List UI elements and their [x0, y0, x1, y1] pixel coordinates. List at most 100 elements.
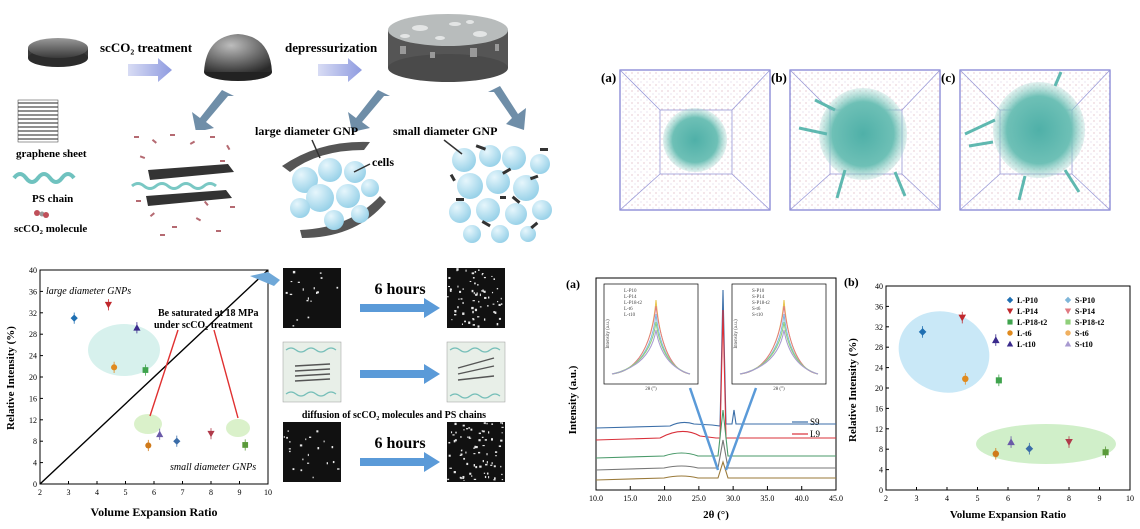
speck — [473, 464, 476, 467]
speck — [501, 479, 504, 481]
x-tick-label: 3 — [915, 494, 919, 503]
speck — [462, 288, 464, 290]
speck — [490, 464, 493, 466]
md-label-b: (b) — [771, 70, 787, 85]
inset1-legend-2: L-P18-t2 — [624, 301, 643, 306]
speck — [453, 440, 456, 443]
speck — [457, 285, 459, 288]
speck — [501, 432, 503, 434]
y-tick-label: 24 — [875, 364, 883, 373]
xrd-ylabel: Intensity (a.u.) — [567, 365, 579, 434]
speck — [454, 314, 457, 316]
speck — [473, 478, 477, 480]
speck — [458, 298, 460, 300]
y-tick-label: 36 — [29, 287, 37, 296]
pointer-arrow-icon — [250, 272, 280, 286]
md-snapshots-svg: (a) (b) (c) — [601, 69, 1111, 211]
legend-marker-9 — [1064, 340, 1072, 347]
y-tick-label: 24 — [29, 352, 37, 361]
speck — [492, 303, 495, 305]
y-tick-label: 20 — [875, 384, 883, 393]
inset2-ylabel: Intensity (a.u.) — [734, 319, 739, 349]
data-point-2 — [962, 375, 969, 383]
speck — [316, 430, 319, 433]
y-tick-label: 16 — [875, 404, 883, 413]
speck — [459, 476, 462, 479]
annotation-line2: under scCO₂ treatment — [154, 320, 253, 331]
speck — [471, 306, 474, 310]
speck — [470, 428, 473, 431]
micrographs — [282, 268, 506, 482]
legend-marker-4 — [1007, 319, 1013, 325]
data-point-1 — [104, 301, 112, 309]
xrd-panel: (a) Intensity (a.u.) 2θ (°) 10.0 15.0 20.0… — [560, 270, 845, 524]
speck — [496, 287, 499, 290]
speck — [475, 445, 478, 449]
speck — [495, 455, 497, 457]
speck — [462, 424, 465, 427]
speck — [468, 321, 471, 324]
legend-co2-label: scCO₂ molecule — [14, 223, 87, 235]
speck — [454, 422, 457, 426]
y-tick-label: 12 — [875, 425, 883, 434]
speck — [292, 468, 295, 471]
y-tick-label: 32 — [29, 309, 37, 318]
speck — [463, 429, 465, 431]
micrograph-after-top — [447, 268, 505, 328]
speck — [483, 472, 486, 474]
scatter-left-svg: large diameter GNPs small diameter GNPs … — [5, 266, 506, 519]
speck — [481, 290, 483, 292]
speck — [457, 306, 459, 309]
inset-pointer-right — [724, 387, 758, 471]
speck — [483, 276, 486, 279]
ps-chain-icon — [12, 172, 76, 184]
speck — [309, 436, 312, 438]
speck — [447, 296, 449, 298]
legend-marker-5 — [1065, 319, 1071, 325]
inset1-legend-1: L-P14 — [624, 295, 637, 300]
speck — [288, 448, 291, 450]
speck — [482, 289, 484, 292]
speck — [474, 308, 478, 312]
x-tick-label: 9 — [1098, 494, 1102, 503]
time-label-2: 6 hours — [374, 435, 425, 452]
legend-label-8: L-t10 — [1017, 340, 1036, 349]
md-after — [446, 341, 506, 403]
legend-label-9: S-t10 — [1075, 340, 1093, 349]
annotation-arrow-1 — [149, 329, 179, 417]
speck — [484, 475, 487, 479]
speck — [471, 272, 475, 275]
md-before — [282, 341, 342, 403]
speck — [481, 436, 484, 439]
speck — [488, 476, 490, 479]
arrow-right-icon — [360, 298, 440, 318]
speck — [288, 450, 291, 453]
x-tick-label: 4 — [95, 488, 99, 497]
xrd-svg: (a) Intensity (a.u.) 2θ (°) 10.0 15.0 20.0… — [566, 277, 843, 521]
scatter-left-plot — [39, 269, 269, 485]
legend-label-5: S-P18-t2 — [1075, 318, 1104, 327]
speck — [501, 473, 503, 476]
legend-ps-label: PS chain — [32, 193, 73, 205]
large-cluster-highlight — [88, 324, 160, 376]
speck — [302, 458, 304, 461]
speck — [316, 291, 318, 294]
speck — [447, 478, 450, 481]
speck — [460, 298, 463, 300]
speck — [486, 461, 488, 464]
speck — [500, 465, 502, 468]
speck — [469, 437, 472, 439]
data-point-0 — [918, 328, 927, 336]
speck — [479, 306, 482, 308]
x-tick-label: 6 — [1006, 494, 1010, 503]
speck — [462, 477, 464, 479]
speck — [491, 291, 494, 294]
speck — [472, 318, 474, 320]
speck — [456, 270, 458, 272]
step2-label: depressurization — [285, 40, 378, 55]
large-gnp-label: large diameter GNP — [255, 124, 358, 138]
legend-marker-6 — [1007, 330, 1013, 336]
xrd-panel-label: (a) — [566, 277, 580, 291]
small-cluster-highlight-1 — [134, 414, 162, 434]
speck — [307, 316, 310, 319]
